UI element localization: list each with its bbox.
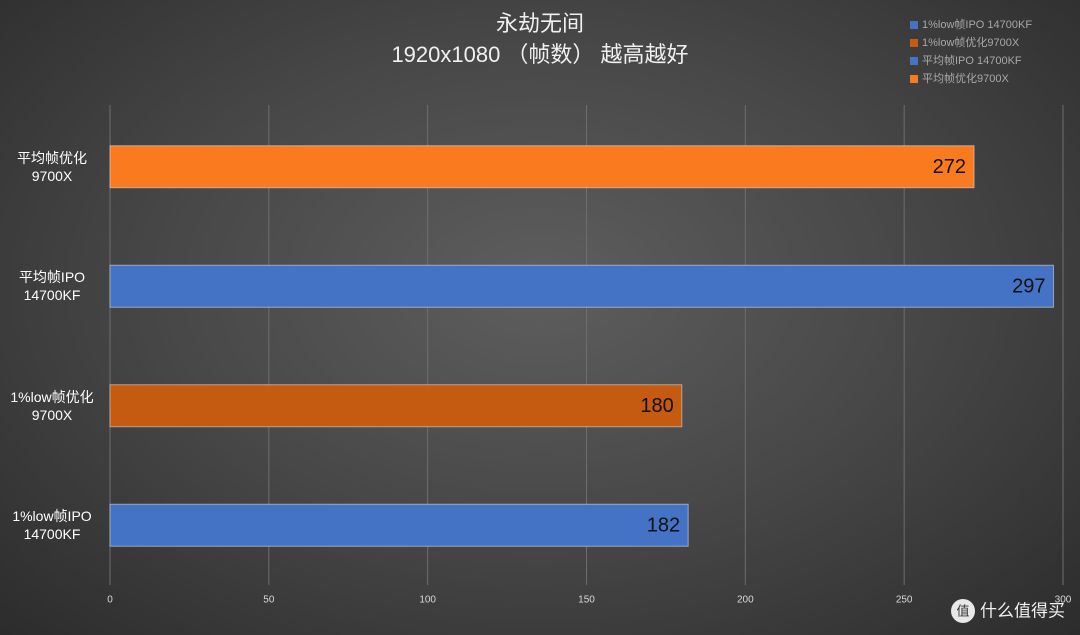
x-tick-label: 0 xyxy=(107,595,113,606)
y-tick-label: 1%low帧IPO 14700KF xyxy=(12,508,92,543)
legend-label: 平均帧优化9700X xyxy=(922,71,1009,85)
chart-title: 永劫无间 xyxy=(496,11,584,36)
svg-text:值: 值 xyxy=(956,603,969,618)
data-label: 272 xyxy=(933,156,966,178)
x-tick-label: 150 xyxy=(578,595,595,606)
watermark: 什么值得买 xyxy=(980,601,1065,620)
x-tick-label: 200 xyxy=(737,595,754,606)
legend-label: 1%low帧优化9700X xyxy=(922,35,1020,49)
legend-label: 1%low帧IPO 14700KF xyxy=(922,17,1032,31)
legend-swatch xyxy=(910,21,918,29)
data-label: 297 xyxy=(1012,276,1045,298)
y-tick-label: 平均帧IPO 14700KF xyxy=(18,269,86,304)
legend-swatch xyxy=(910,39,918,47)
chart-subtitle: 1920x1080 （帧数） 越高越好 xyxy=(391,42,688,67)
legend-swatch xyxy=(910,57,918,65)
x-tick-label: 50 xyxy=(263,595,275,606)
bar xyxy=(109,145,975,189)
data-label: 182 xyxy=(647,515,680,537)
data-label: 180 xyxy=(640,395,673,417)
x-tick-label: 100 xyxy=(419,595,436,606)
bar xyxy=(109,503,689,547)
legend-swatch xyxy=(910,75,918,83)
y-tick-label: 平均帧优化 9700X xyxy=(17,149,87,184)
bar xyxy=(109,264,1054,308)
legend-label: 平均帧IPO 14700KF xyxy=(922,53,1022,67)
bar xyxy=(109,384,683,428)
watermark-icon: 值 xyxy=(951,599,975,623)
x-tick-label: 300 xyxy=(1055,595,1072,606)
x-tick-label: 250 xyxy=(896,595,913,606)
y-tick-label: 1%low帧优化 9700X xyxy=(10,388,94,423)
